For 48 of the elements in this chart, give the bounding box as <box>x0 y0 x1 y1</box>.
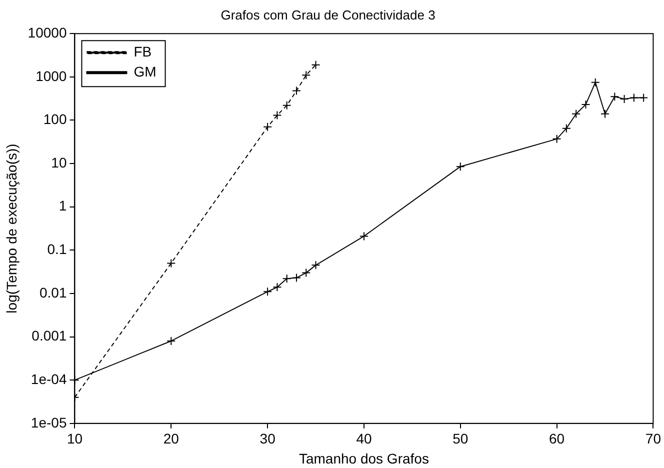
point <box>456 162 465 172</box>
point <box>302 70 311 80</box>
point <box>359 232 368 241</box>
point <box>572 109 581 118</box>
y-tick-label: 1000 <box>36 68 67 84</box>
point <box>282 274 292 284</box>
point <box>581 100 590 110</box>
point <box>610 92 620 102</box>
x-tick-label: 20 <box>163 430 180 447</box>
point <box>620 94 629 104</box>
x-tick-label: 70 <box>645 430 662 447</box>
y-axis-title: log(Tempo de execução(s)) <box>3 144 20 314</box>
y-tick-label: 1e-05 <box>30 414 67 430</box>
y-tick-label: 1 <box>58 198 67 214</box>
point <box>552 134 562 144</box>
point <box>272 282 282 292</box>
chart-title: Grafos com Grau de Conectividade 3 <box>220 7 436 22</box>
point <box>292 273 301 282</box>
point <box>263 287 272 296</box>
point <box>590 78 600 87</box>
point <box>562 124 571 133</box>
y-tick-label: 10 <box>51 154 67 170</box>
point <box>282 100 292 110</box>
y-tick-label: 10000 <box>28 24 67 40</box>
x-tick-label: 10 <box>66 430 83 447</box>
y-tick-label: 0.01 <box>39 284 67 300</box>
y-tick-label: 0.1 <box>47 241 67 258</box>
point <box>166 258 176 268</box>
point <box>629 93 638 102</box>
x-axis-title: Tamanho dos Grafos <box>298 450 429 466</box>
x-tick-label: 40 <box>356 430 372 447</box>
x-tick-label: 50 <box>452 430 468 447</box>
point <box>600 109 610 118</box>
legend-label: GM <box>134 63 156 80</box>
legend-label: FB <box>134 43 152 60</box>
point <box>311 260 320 270</box>
point <box>272 110 282 120</box>
x-tick-label: 30 <box>260 430 276 447</box>
y-tick-label: 0.001 <box>32 328 67 344</box>
point <box>292 86 301 96</box>
point <box>263 122 272 132</box>
point <box>166 336 176 346</box>
point <box>311 60 320 70</box>
y-tick-label: 100 <box>43 111 67 128</box>
x-tick-label: 60 <box>549 430 565 447</box>
y-tick-label: 1e-04 <box>30 370 67 387</box>
point <box>302 268 311 278</box>
point <box>639 93 648 102</box>
